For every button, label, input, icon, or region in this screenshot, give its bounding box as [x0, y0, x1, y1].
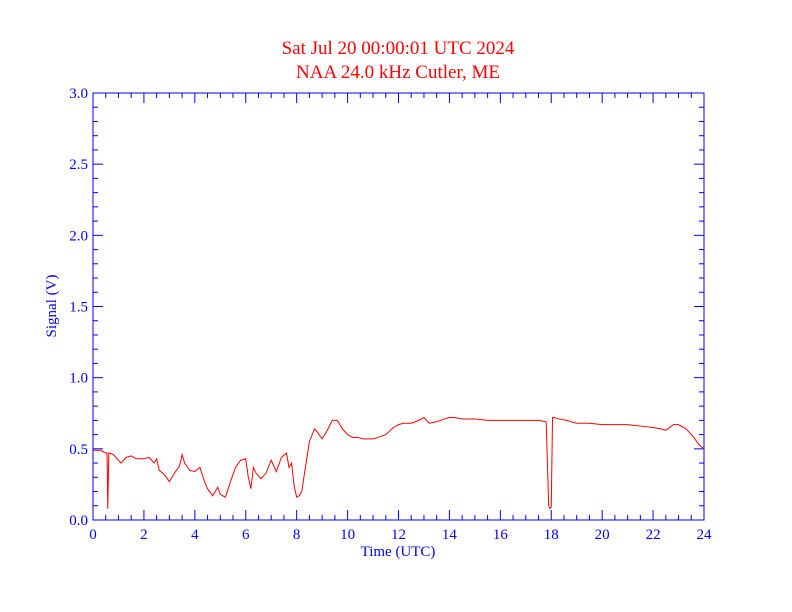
y-tick-label: 1.0	[69, 371, 88, 387]
y-axis-ticks	[93, 92, 704, 521]
y-axis-tick-labels: 0.0 0.5 1.0 1.5 2.0 2.5 3.0	[69, 86, 88, 529]
chart-subtitle: NAA 24.0 kHz Cutler, ME	[296, 62, 500, 83]
x-tick-label: 22	[646, 527, 661, 543]
x-tick-label: 6	[242, 527, 250, 543]
plot-frame	[92, 92, 705, 521]
x-tick-label: 4	[191, 527, 199, 543]
y-tick-label: 0.5	[69, 442, 88, 458]
x-tick-label: 8	[293, 527, 301, 543]
y-tick-label: 3.0	[69, 86, 88, 102]
x-tick-label: 2	[140, 527, 148, 543]
x-tick-label: 18	[544, 527, 559, 543]
x-axis-label: Time (UTC)	[361, 544, 436, 560]
x-tick-label: 16	[493, 527, 509, 543]
x-axis-ticks	[92, 93, 705, 520]
x-tick-label: 0	[89, 527, 97, 543]
x-tick-label: 14	[442, 527, 458, 543]
y-tick-label: 2.5	[69, 157, 88, 173]
x-tick-label: 24	[697, 527, 713, 543]
chart-title: Sat Jul 20 00:00:01 UTC 2024	[282, 38, 515, 59]
y-tick-label: 1.5	[69, 300, 88, 316]
y-tick-label: 0.0	[69, 513, 88, 529]
y-tick-label: 2.0	[69, 228, 88, 244]
x-tick-label: 12	[391, 527, 406, 543]
signal-series-line	[93, 416, 705, 510]
y-axis-label: Signal (V)	[44, 275, 60, 338]
x-tick-label: 20	[595, 527, 610, 543]
x-axis-tick-labels: 0 2 4 6 8 10 12 14 16 18 20 22 24	[89, 527, 712, 543]
x-tick-label: 10	[340, 527, 355, 543]
